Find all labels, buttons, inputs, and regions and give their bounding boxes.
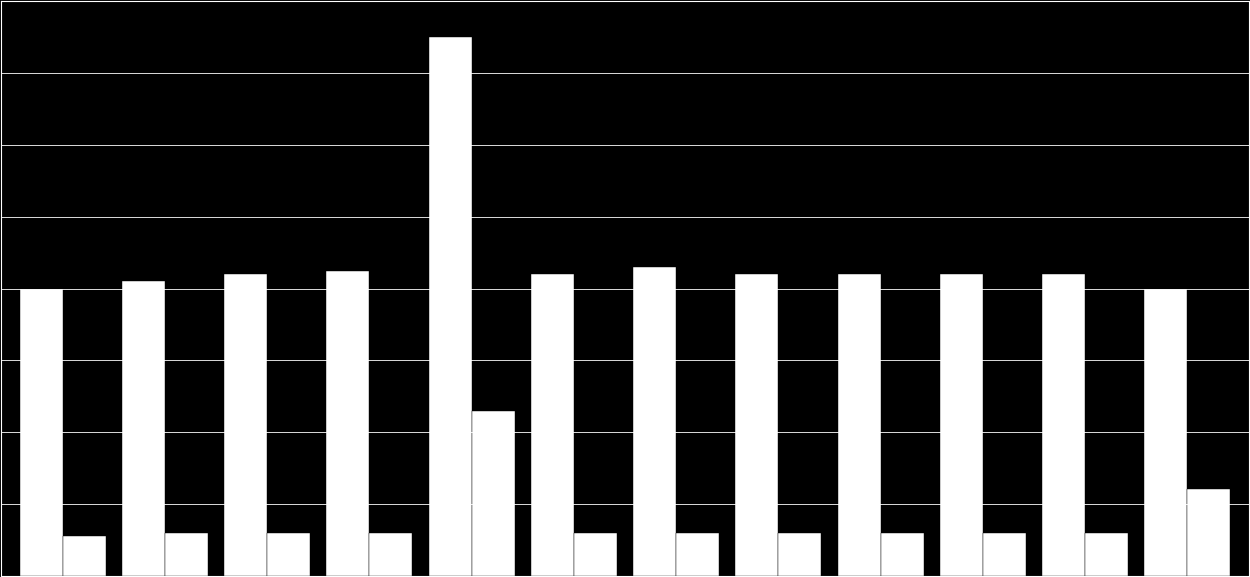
Bar [62, 536, 106, 576]
Bar [574, 533, 616, 576]
Bar [471, 410, 515, 576]
Bar [838, 274, 880, 576]
Bar [268, 533, 310, 576]
Bar [370, 533, 413, 576]
Bar [982, 533, 1026, 576]
Bar [326, 271, 370, 576]
Bar [634, 267, 676, 576]
Bar [676, 533, 719, 576]
Bar [224, 274, 268, 576]
Bar [1042, 274, 1085, 576]
Bar [122, 282, 165, 576]
Bar [735, 274, 779, 576]
Bar [165, 533, 208, 576]
Bar [1144, 288, 1188, 576]
Bar [880, 533, 924, 576]
Bar [531, 274, 574, 576]
Bar [1085, 533, 1128, 576]
Bar [940, 274, 982, 576]
Bar [429, 38, 471, 576]
Bar [20, 288, 62, 576]
Bar [779, 533, 821, 576]
Bar [1188, 489, 1230, 576]
